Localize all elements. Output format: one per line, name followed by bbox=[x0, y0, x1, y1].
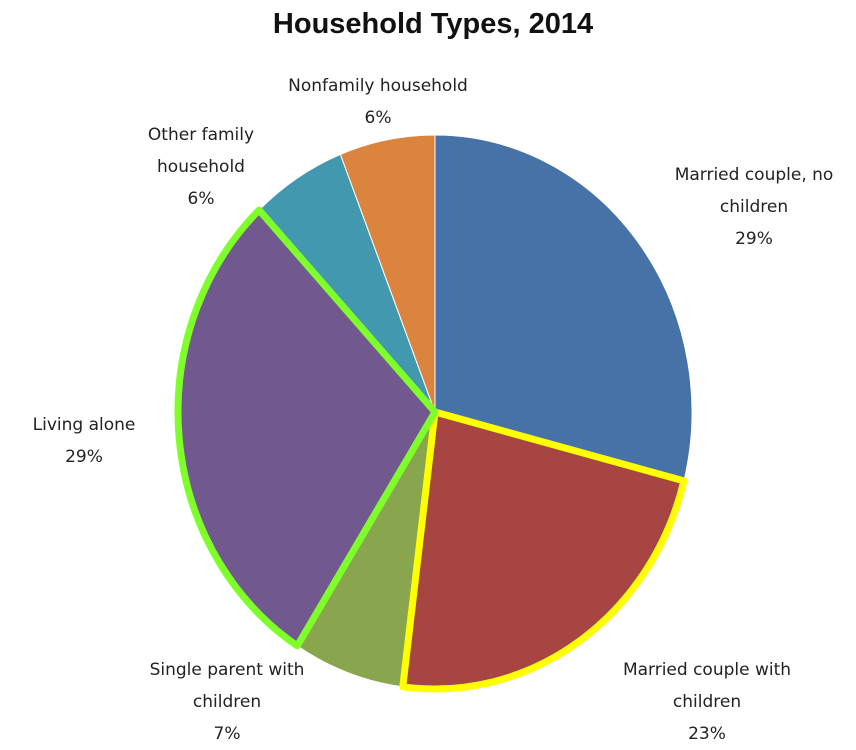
slice-highlight bbox=[399, 408, 688, 693]
chart-title: Household Types, 2014 bbox=[272, 8, 594, 40]
slice-value-label: 29% bbox=[65, 447, 103, 467]
slice-value-label: 29% bbox=[735, 229, 773, 249]
slice-label: Other family household bbox=[147, 125, 255, 177]
slice-highlight bbox=[174, 206, 439, 650]
pie-slice bbox=[339, 134, 436, 413]
slice-label: Married couple with children bbox=[622, 660, 792, 712]
slice-value-label: 23% bbox=[688, 724, 726, 744]
slice-value-label: 7% bbox=[213, 724, 241, 744]
slice-label: Living alone bbox=[32, 415, 136, 435]
slice-value-label: 6% bbox=[364, 108, 392, 128]
pie-slice bbox=[434, 134, 693, 482]
slice-label: Nonfamily household bbox=[288, 76, 468, 96]
slice-label: Married couple, no children bbox=[674, 165, 834, 217]
slice-label: Single parent with children bbox=[149, 660, 305, 712]
slice-value-label: 6% bbox=[187, 189, 215, 209]
